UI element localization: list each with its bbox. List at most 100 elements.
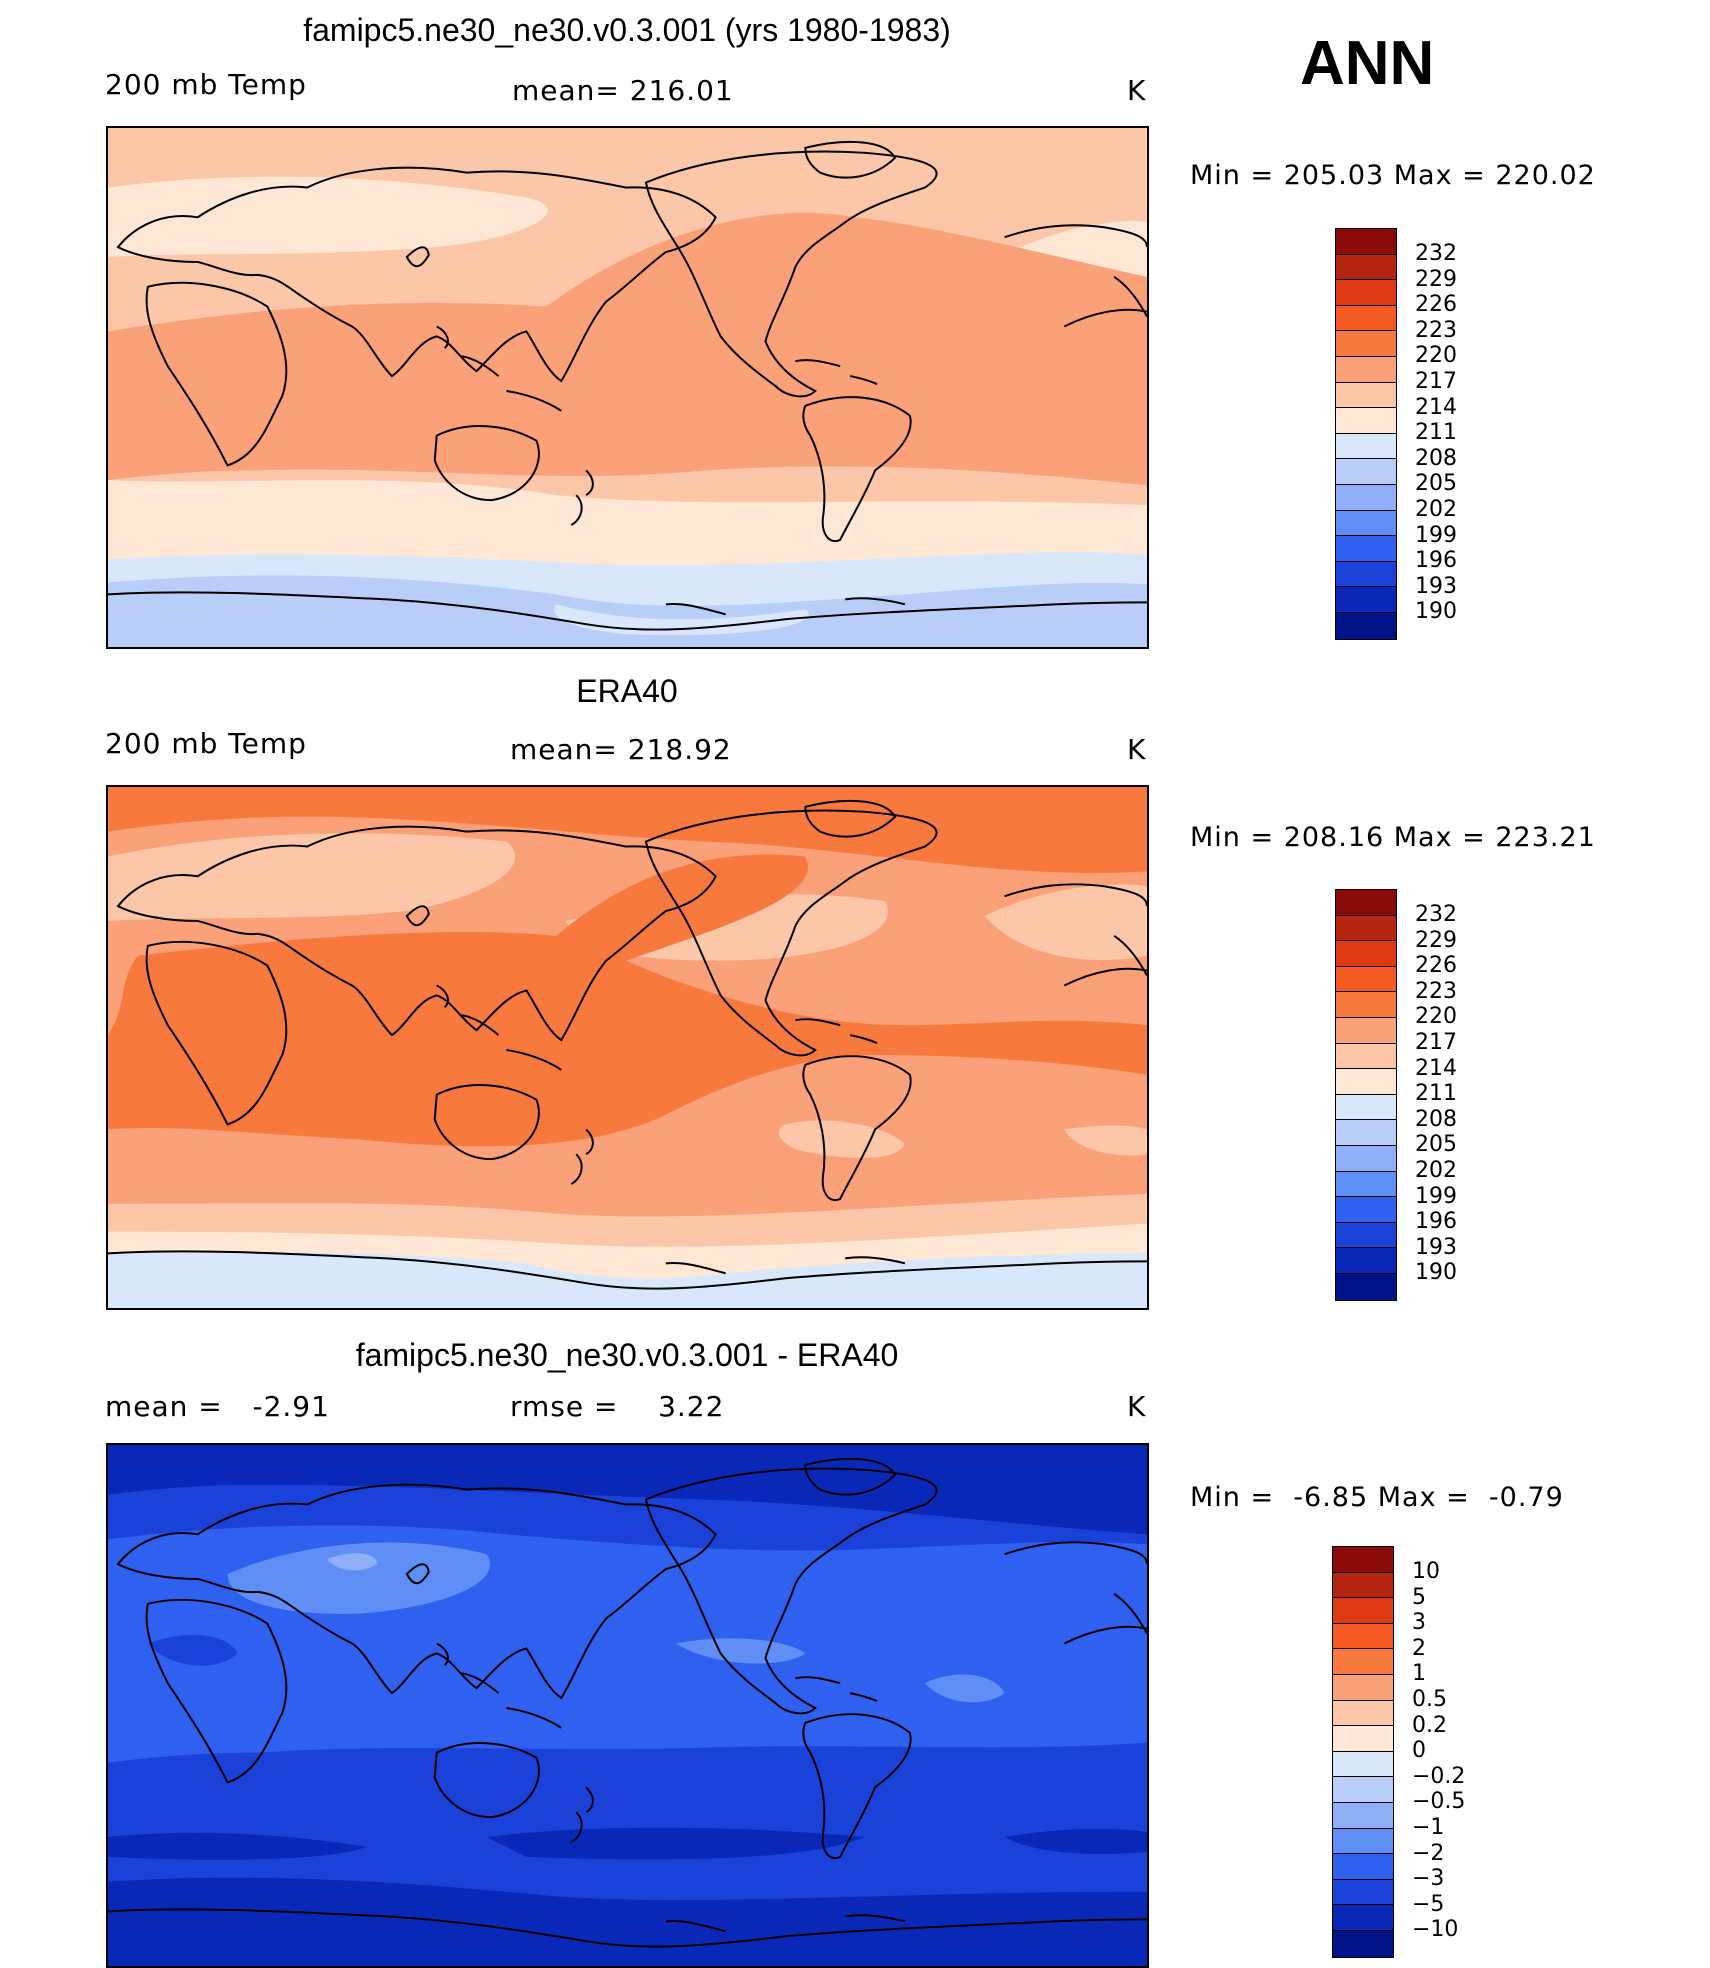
colorbar-swatch xyxy=(1333,1751,1393,1778)
colorbar-label: −10 xyxy=(1412,1917,1459,1943)
colorbar-swatch xyxy=(1333,1649,1393,1675)
panel1-units: K xyxy=(1127,74,1147,107)
colorbar-label: −3 xyxy=(1412,1866,1445,1892)
colorbar-swatch xyxy=(1333,1572,1393,1599)
colorbar-swatch xyxy=(1336,1043,1396,1070)
colorbar-label: 217 xyxy=(1415,368,1457,394)
colorbar-label: 229 xyxy=(1415,266,1457,292)
colorbar-swatch xyxy=(1336,915,1396,942)
colorbar-swatch xyxy=(1333,1777,1393,1803)
colorbar-swatch xyxy=(1336,280,1396,306)
panel2-mean-label: mean= 218.92 xyxy=(510,733,732,766)
colorbar-swatch xyxy=(1333,1726,1393,1752)
season-label: ANN xyxy=(1300,29,1435,98)
panel3-mean-label: mean = -2.91 xyxy=(105,1390,330,1423)
panel3-colorbar-labels: 10 5 3 2 1 0.5 0.2 0 −0.2 −0.5 −1 −2 −3 −5 −10 xyxy=(1412,1559,1465,1943)
panel1-title: famipc5.ne30_ne30.v0.3.001 (yrs 1980-198… xyxy=(303,12,951,48)
panel1-mean-label: mean= 216.01 xyxy=(512,74,734,107)
colorbar-swatch xyxy=(1336,587,1396,613)
colorbar-swatch xyxy=(1336,1171,1396,1198)
colorbar-swatch xyxy=(1336,1120,1396,1146)
panel2-title: ERA40 xyxy=(576,673,678,709)
colorbar-swatch xyxy=(1336,1248,1396,1274)
colorbar-swatch xyxy=(1336,433,1396,460)
panel3-min-max: Min = -6.85 Max = -0.79 xyxy=(1190,1482,1564,1513)
panel2-map xyxy=(106,785,1149,1310)
panel1-colorbar-labels: 232 229 226 223 220 217 214 211 208 205 202 199 196 1… xyxy=(1415,241,1457,625)
colorbar-label: 5 xyxy=(1412,1584,1426,1610)
colorbar-swatch xyxy=(1336,408,1396,434)
panel3-units: K xyxy=(1127,1390,1147,1423)
panel1-colorbar xyxy=(1335,228,1397,640)
colorbar-swatch xyxy=(1336,966,1396,993)
panel3-colorbar xyxy=(1332,1546,1394,1958)
colorbar-swatch xyxy=(1336,1094,1396,1121)
colorbar-swatch xyxy=(1333,1854,1393,1880)
colorbar-swatch xyxy=(1336,1145,1396,1172)
colorbar-label: 208 xyxy=(1415,1106,1457,1132)
colorbar-label: 229 xyxy=(1415,927,1457,953)
colorbar-label: 190 xyxy=(1415,1260,1457,1286)
colorbar-swatch xyxy=(1336,459,1396,485)
colorbar-label: 205 xyxy=(1415,1132,1457,1158)
colorbar-swatch xyxy=(1336,536,1396,562)
colorbar-label: 193 xyxy=(1415,573,1457,599)
colorbar-label: 1 xyxy=(1412,1661,1426,1687)
colorbar-swatch xyxy=(1333,1905,1393,1931)
panel2-variable-label: 200 mb Temp xyxy=(105,727,307,760)
panel2-units: K xyxy=(1127,733,1147,766)
colorbar-label: 211 xyxy=(1415,1081,1457,1107)
colorbar-swatch xyxy=(1336,382,1396,409)
colorbar-swatch xyxy=(1336,890,1396,916)
colorbar-label: 0.2 xyxy=(1412,1712,1447,1738)
colorbar-label: 226 xyxy=(1415,953,1457,979)
colorbar-swatch xyxy=(1333,1547,1393,1573)
colorbar-label: 190 xyxy=(1415,599,1457,625)
panel2-min-max: Min = 208.16 Max = 223.21 xyxy=(1190,822,1596,853)
colorbar-swatch xyxy=(1336,612,1396,639)
colorbar-label: 214 xyxy=(1415,394,1457,420)
colorbar-label: 223 xyxy=(1415,317,1457,343)
colorbar-label: 199 xyxy=(1415,522,1457,548)
colorbar-label: 232 xyxy=(1415,902,1457,927)
colorbar-label: 232 xyxy=(1415,241,1457,266)
colorbar-label: 10 xyxy=(1412,1559,1440,1584)
colorbar-swatch xyxy=(1336,1197,1396,1223)
colorbar-label: 196 xyxy=(1415,1209,1457,1235)
colorbar-swatch xyxy=(1333,1700,1393,1727)
colorbar-label: 3 xyxy=(1412,1610,1426,1636)
colorbar-label: −1 xyxy=(1412,1814,1445,1840)
colorbar-label: −0.5 xyxy=(1412,1789,1466,1815)
colorbar-swatch xyxy=(1333,1674,1393,1701)
colorbar-label: 208 xyxy=(1415,445,1457,471)
panel3-rmse-label: rmse = 3.22 xyxy=(510,1390,725,1423)
panel3-title: famipc5.ne30_ne30.v0.3.001 - ERA40 xyxy=(355,1337,899,1373)
panel1-variable-label: 200 mb Temp xyxy=(105,68,307,101)
colorbar-label: 223 xyxy=(1415,978,1457,1004)
colorbar-swatch xyxy=(1336,941,1396,967)
colorbar-label: 214 xyxy=(1415,1055,1457,1081)
colorbar-swatch xyxy=(1336,356,1396,383)
colorbar-label: 220 xyxy=(1415,1004,1457,1030)
colorbar-swatch xyxy=(1333,1598,1393,1624)
colorbar-swatch xyxy=(1336,1069,1396,1095)
colorbar-swatch xyxy=(1333,1828,1393,1855)
colorbar-swatch xyxy=(1336,229,1396,255)
colorbar-swatch xyxy=(1336,992,1396,1018)
panel3-map xyxy=(106,1443,1149,1968)
colorbar-swatch xyxy=(1333,1879,1393,1906)
colorbar-label: 202 xyxy=(1415,496,1457,522)
colorbar-swatch xyxy=(1333,1623,1393,1650)
colorbar-swatch xyxy=(1336,1273,1396,1300)
colorbar-label: 202 xyxy=(1415,1157,1457,1183)
colorbar-swatch xyxy=(1336,254,1396,281)
panel1-map xyxy=(106,126,1149,649)
colorbar-swatch xyxy=(1336,484,1396,511)
colorbar-label: 211 xyxy=(1415,420,1457,446)
colorbar-label: 0.5 xyxy=(1412,1686,1447,1712)
colorbar-swatch xyxy=(1336,510,1396,537)
panel2-colorbar xyxy=(1335,889,1397,1301)
colorbar-label: 199 xyxy=(1415,1183,1457,1209)
colorbar-label: 220 xyxy=(1415,343,1457,369)
colorbar-label: 217 xyxy=(1415,1029,1457,1055)
